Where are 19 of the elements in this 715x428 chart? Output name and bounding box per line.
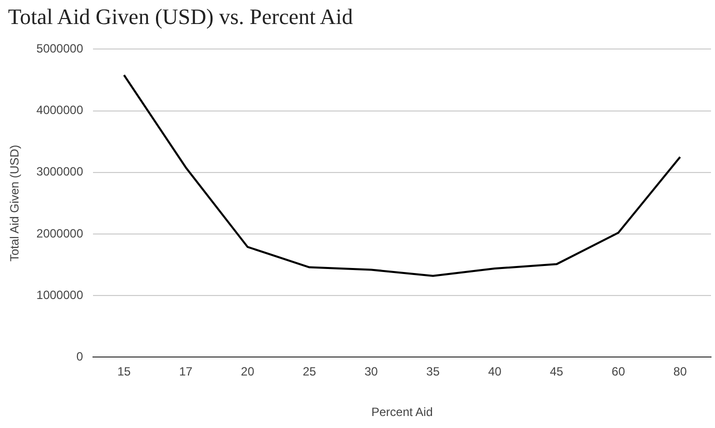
y-tick-label: 1000000	[36, 288, 84, 302]
x-tick-label: 80	[673, 364, 688, 379]
y-tick-label: 0	[76, 350, 84, 364]
x-tick-label: 35	[426, 364, 440, 379]
y-tick-label: 2000000	[36, 226, 84, 240]
y-axis-title: Total Aid Given (USD)	[8, 144, 22, 262]
x-tick-label: 17	[179, 364, 193, 379]
x-tick-label: 20	[240, 364, 255, 379]
x-tick-label: 25	[302, 364, 316, 379]
chart-title: Total Aid Given (USD) vs. Percent Aid	[8, 4, 353, 30]
y-tick-label: 5000000	[36, 42, 84, 56]
x-axis-title: Percent Aid	[371, 405, 433, 420]
x-tick-label: 40	[488, 364, 502, 379]
y-tick-label: 3000000	[36, 164, 84, 179]
x-tick-label: 30	[364, 364, 378, 379]
x-tick-label: 45	[550, 364, 564, 379]
x-tick-label: 15	[117, 364, 132, 379]
x-tick-label: 60	[612, 364, 626, 379]
y-tick-label: 4000000	[36, 103, 84, 118]
